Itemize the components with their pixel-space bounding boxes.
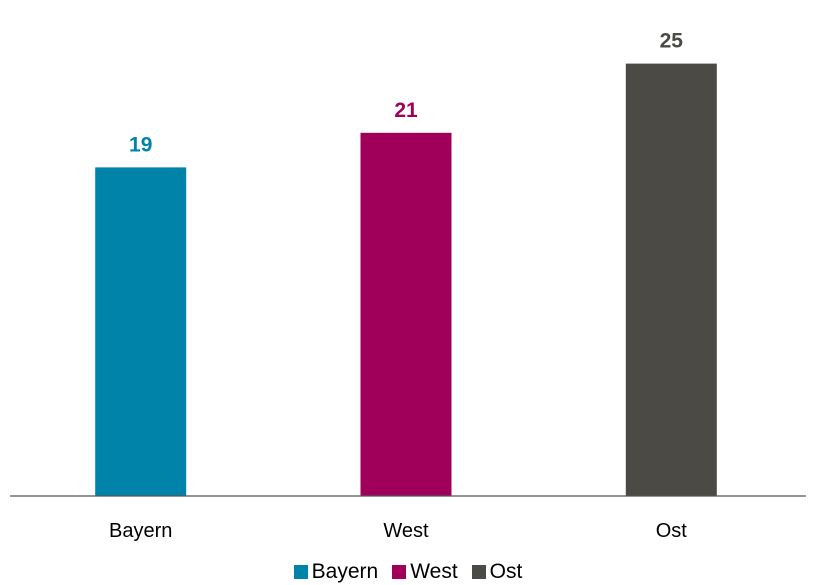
legend-item-west: West bbox=[392, 560, 458, 584]
x-tick-label-bayern: Bayern bbox=[109, 520, 172, 542]
bar-bayern bbox=[95, 167, 187, 496]
legend-swatch-west bbox=[392, 565, 407, 579]
bar-ost bbox=[625, 63, 717, 496]
bar-west bbox=[360, 132, 452, 497]
legend: Bayern West Ost bbox=[0, 560, 816, 584]
legend-swatch-ost bbox=[471, 565, 486, 579]
legend-swatch-bayern bbox=[293, 565, 308, 579]
bars-group: 19 21 25 bbox=[95, 30, 717, 497]
x-tick-labels: Bayern West Ost bbox=[109, 520, 687, 542]
legend-item-bayern: Bayern bbox=[293, 560, 379, 584]
legend-label-west: West bbox=[410, 560, 458, 583]
data-label-bayern: 19 bbox=[129, 133, 152, 156]
legend-label-ost: Ost bbox=[489, 560, 523, 583]
bar-chart: 19 21 25 Bayern West Ost bbox=[10, 30, 806, 542]
legend-label-bayern: Bayern bbox=[311, 560, 379, 583]
data-label-ost: 25 bbox=[660, 30, 684, 53]
x-tick-label-ost: Ost bbox=[656, 520, 688, 542]
data-label-west: 21 bbox=[394, 99, 418, 122]
legend-item-ost: Ost bbox=[471, 560, 523, 584]
x-tick-label-west: West bbox=[383, 520, 429, 542]
